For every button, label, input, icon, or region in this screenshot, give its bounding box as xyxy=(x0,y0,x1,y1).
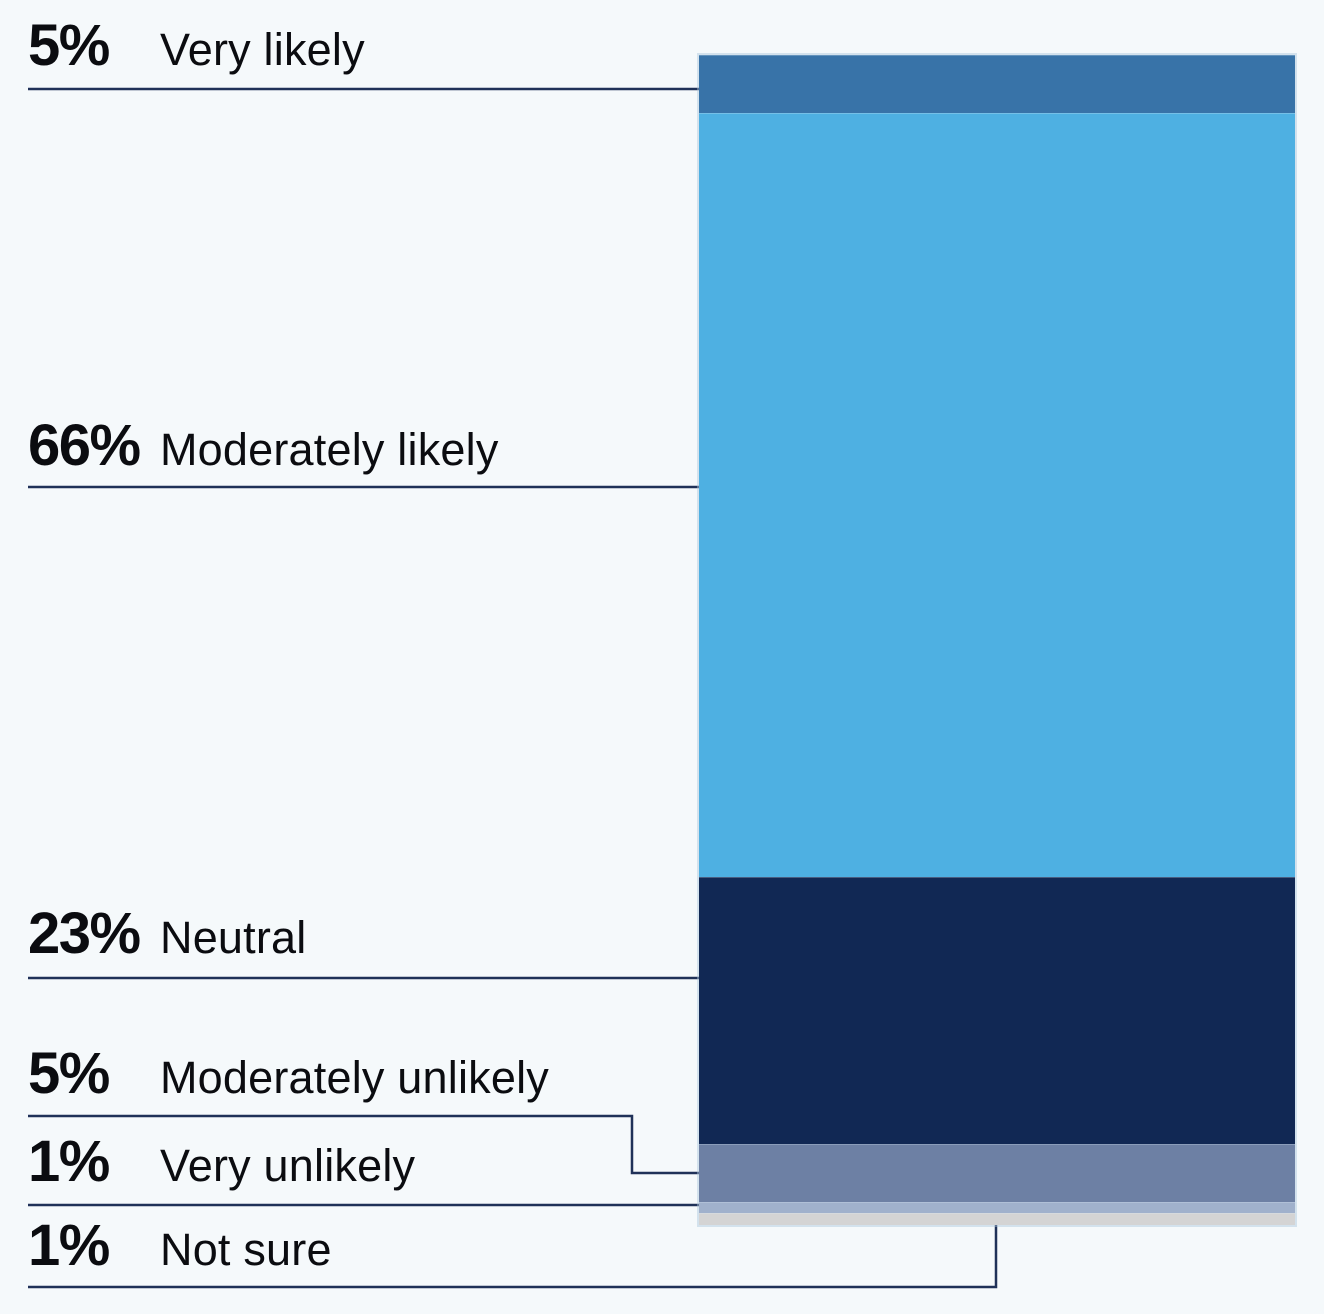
leader-line xyxy=(28,1114,699,1175)
bar-segment-very-unlikely xyxy=(699,1201,1295,1214)
bar-segment-very-likely xyxy=(699,55,1295,113)
bar-segment-not-sure xyxy=(699,1213,1295,1225)
bar-segment-moderately-likely xyxy=(699,112,1295,878)
bar-segment-moderately-unlikely xyxy=(699,1143,1295,1202)
stacked-bar xyxy=(697,53,1297,1227)
bar-segment-neutral xyxy=(699,877,1295,1144)
leader-line xyxy=(28,1225,998,1289)
